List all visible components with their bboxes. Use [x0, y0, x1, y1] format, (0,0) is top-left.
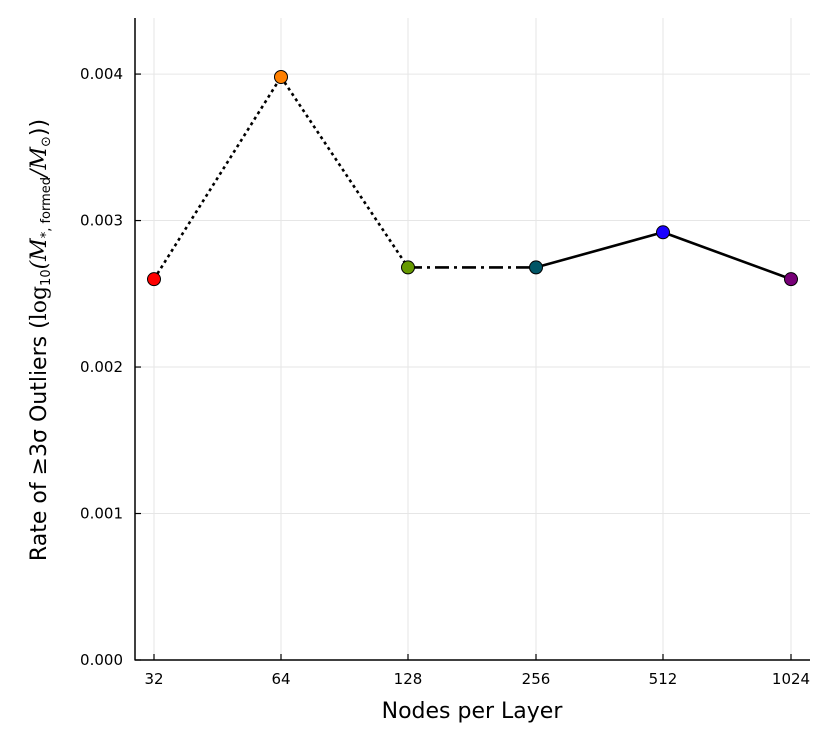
y-tick-label: 0.001 [80, 505, 123, 523]
data-point [656, 225, 670, 240]
x-tick-label: 32 [144, 670, 163, 688]
y-tick-label: 0.004 [80, 65, 123, 83]
x-tick-labels: 32 64 128 256 512 1024 [144, 670, 810, 688]
line-segment [152, 76, 283, 280]
y-tick-label: 0.003 [80, 212, 123, 230]
data-point [147, 272, 161, 287]
series-points [147, 70, 798, 287]
data-point [401, 260, 415, 275]
x-axis-title: Nodes per Layer [382, 699, 564, 724]
series-line [152, 76, 792, 281]
y-axis-title-solar-sub: ⊙ [39, 136, 54, 147]
x-tick-label: 64 [271, 670, 290, 688]
x-tick-label: 256 [522, 670, 551, 688]
y-tick-label: 0.002 [80, 358, 123, 376]
y-axis-title-mass: (M [27, 238, 52, 270]
y-axis-title-suffix: )) [27, 119, 52, 136]
line-segment [535, 231, 664, 269]
y-axis-title: Rate of ≥3σ Outliers (log10(M*, formed/M… [27, 119, 54, 561]
line-segment [662, 231, 792, 281]
axes [134, 18, 810, 661]
grid [135, 18, 810, 661]
x-tick-label: 1024 [772, 670, 810, 688]
x-tick-label: 128 [394, 670, 423, 688]
data-point [529, 260, 543, 275]
y-tick-label: 0.000 [80, 651, 123, 669]
y-axis-title-log-sub: 10 [39, 269, 54, 286]
line-segment [279, 76, 410, 269]
data-point [274, 70, 288, 84]
data-point [784, 272, 798, 287]
y-axis-title-log: log [27, 286, 52, 320]
y-axis-title-prefix: Rate of ≥3σ Outliers ( [27, 320, 52, 561]
y-axis-title-solar: /M [27, 147, 52, 179]
y-tick-labels: 0.000 0.001 0.002 0.003 0.004 [80, 65, 123, 669]
y-axis-title-mass-sub: *, formed [39, 177, 54, 238]
x-tick-label: 512 [649, 670, 678, 688]
